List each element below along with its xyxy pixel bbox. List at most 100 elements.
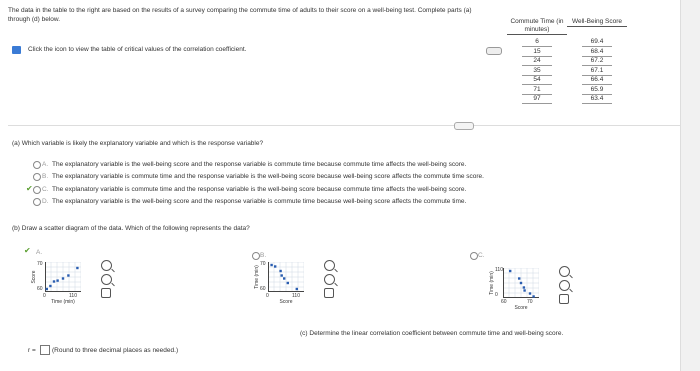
table-cell: 68.4: [582, 47, 612, 57]
table-cell: 24: [522, 56, 552, 66]
r-input[interactable]: [40, 345, 50, 355]
option-text: The explanatory variable is commute time…: [52, 173, 484, 181]
mini-point: [522, 286, 526, 289]
option-letter: D.: [42, 197, 49, 205]
option-text: The explanatory variable is the well-bei…: [52, 197, 467, 205]
zoom-out[interactable]: [324, 274, 335, 285]
mini-scatter: [268, 262, 304, 292]
mini-point: [283, 277, 286, 280]
x-tick: 70: [527, 299, 533, 305]
table-header: Well-Being Score: [567, 18, 627, 27]
y-tick: 60: [37, 286, 43, 292]
zoom-in[interactable]: [559, 266, 570, 277]
part-c-note: (Round to three decimal places as needed…: [52, 347, 179, 354]
option-letter: C.: [42, 185, 49, 193]
side-panel: [680, 0, 700, 371]
mini-point: [274, 265, 277, 268]
table-cell: 69.4: [582, 37, 612, 47]
x-tick: 110: [69, 293, 77, 299]
mini-point: [279, 269, 282, 273]
part-c-question: (c) Determine the linear correlation coe…: [300, 330, 564, 337]
zoom-out[interactable]: [559, 280, 570, 291]
option-text: The explanatory variable is the well-bei…: [52, 161, 467, 168]
x-tick: 0: [43, 293, 46, 299]
table-cell: 65.9: [582, 85, 612, 95]
x-label: Score: [279, 299, 293, 305]
y-label: Score: [31, 270, 37, 284]
table-cell: 15: [522, 47, 552, 57]
table-cell: 63.4: [582, 94, 612, 104]
open-link[interactable]: [324, 288, 334, 298]
hint: Click the icon to view the table of crit…: [28, 46, 247, 53]
y-tick: 60: [260, 286, 266, 292]
radio[interactable]: [33, 185, 41, 194]
radio[interactable]: [33, 197, 41, 206]
table-cell: 67.2: [582, 56, 612, 66]
open-link[interactable]: [559, 294, 569, 304]
x-tick: 110: [292, 293, 300, 299]
table-cell: 6: [522, 37, 552, 47]
y-label: Time (min): [254, 265, 260, 289]
table-cell: 66.4: [582, 75, 612, 85]
mini-point: [519, 281, 523, 285]
mini-point: [56, 279, 59, 282]
table-header: Commute Time (in minutes): [507, 18, 567, 35]
x-label: Score: [514, 305, 528, 311]
y-tick: 70: [37, 261, 43, 267]
mini-point: [280, 274, 283, 277]
mini-axis: [503, 268, 539, 298]
hint-icon[interactable]: [12, 46, 21, 54]
option-letter: A.: [36, 249, 43, 256]
zoom-in[interactable]: [324, 260, 335, 271]
part-a-question: (a) Which variable is likely the explana…: [12, 140, 264, 147]
check-mark: ✔: [26, 183, 33, 193]
mini-point: [523, 289, 526, 292]
option-letter: B.: [260, 252, 267, 259]
intro: The data in the table to the right are b…: [8, 7, 472, 23]
y-tick: 70: [260, 261, 266, 267]
table-cell: 67.1: [582, 66, 612, 76]
mini-point: [509, 269, 512, 273]
r-label: r =: [28, 347, 36, 354]
radio[interactable]: [33, 161, 41, 169]
part-b-question: (b) Draw a scatter diagram of the data. …: [12, 225, 250, 232]
y-label: Time (min): [489, 271, 495, 295]
mini-point: [67, 274, 70, 277]
mini-point: [295, 287, 298, 291]
radio[interactable]: [252, 252, 260, 260]
mini-point: [518, 277, 521, 280]
radio[interactable]: [33, 173, 41, 182]
open-link[interactable]: [101, 288, 111, 298]
mini-point: [45, 287, 48, 291]
mini-point: [76, 266, 79, 270]
option-letter: B.: [42, 173, 49, 181]
x-tick: 60: [501, 299, 507, 305]
radio[interactable]: [470, 252, 478, 260]
collapse-button[interactable]: [486, 47, 502, 55]
mini-axis: [268, 262, 304, 292]
mini-scatter: [503, 268, 539, 298]
table-cell: 35: [522, 66, 552, 76]
mini-point: [528, 292, 532, 295]
mini-scatter: [45, 262, 81, 292]
option-letter: C.: [478, 252, 485, 259]
zoom-in[interactable]: [101, 260, 112, 271]
table-cell: 97: [522, 94, 552, 104]
x-label: Time (min): [51, 299, 75, 305]
check-mark: ✔: [24, 246, 31, 255]
y-tick: 0: [495, 292, 498, 298]
mini-point: [61, 277, 65, 280]
option-letter: A.: [42, 161, 49, 168]
expand-button[interactable]: [454, 122, 474, 130]
mini-point: [532, 295, 535, 298]
table-cell: 54: [522, 75, 552, 85]
x-tick: 0: [266, 293, 269, 299]
mini-point: [52, 280, 56, 283]
option-text: The explanatory variable is commute time…: [52, 185, 467, 193]
mini-point: [286, 281, 289, 285]
table-cell: 71: [522, 85, 552, 95]
zoom-out[interactable]: [101, 274, 112, 285]
separator: [8, 125, 680, 126]
mini-axis: [45, 262, 81, 292]
